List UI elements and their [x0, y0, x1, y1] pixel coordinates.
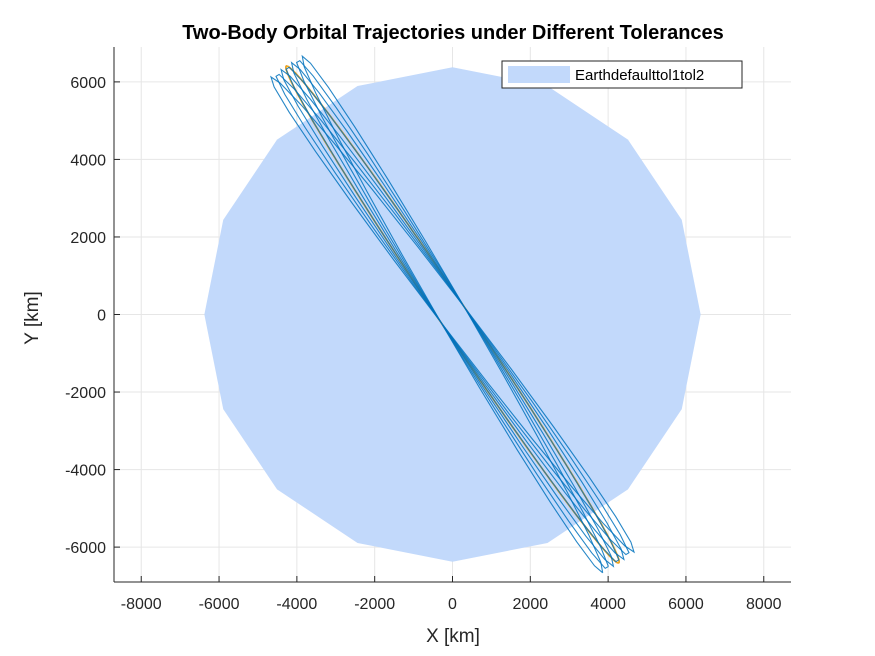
y-tick-label: -4000 — [65, 463, 106, 480]
earth-layer — [204, 67, 701, 562]
orbit-series-default — [285, 66, 620, 563]
x-tick-labels: -8000 -6000 -4000 -2000 0 2000 4000 6000 8000 — [121, 596, 782, 613]
orbit-series-default — [290, 61, 615, 568]
y-tick-labels: -6000 -4000 -2000 0 2000 4000 6000 — [65, 75, 106, 557]
x-tick-label: -8000 — [121, 596, 162, 613]
orbit-series-default — [301, 54, 604, 574]
legend-entry-label: Earthdefaulttol1tol2 — [575, 67, 704, 84]
y-tick-label: 6000 — [70, 75, 106, 92]
x-tick-label: 2000 — [513, 596, 549, 613]
x-tick-label: -6000 — [199, 596, 240, 613]
legend[interactable]: Earthdefaulttol1tol2 — [501, 60, 743, 89]
chart-title: Two-Body Orbital Trajectories under Diff… — [182, 22, 724, 44]
orbit-series-default — [270, 75, 635, 554]
x-tick-label: 6000 — [668, 596, 704, 613]
x-tick-label: -2000 — [354, 596, 395, 613]
legend-swatch-earth — [508, 66, 570, 83]
axes-frame — [113, 47, 791, 583]
earth-disk — [204, 67, 701, 562]
x-tick-label: -4000 — [276, 596, 317, 613]
series-layer — [270, 54, 635, 574]
orbit-series-default — [275, 73, 630, 556]
x-axis-label: X [km] — [426, 626, 480, 647]
x-tick-label: 4000 — [590, 596, 626, 613]
x-tick-label: 0 — [448, 596, 457, 613]
y-tick-label: 4000 — [70, 152, 106, 169]
y-tick-label: -2000 — [65, 385, 106, 402]
y-tick-label: -6000 — [65, 540, 106, 557]
y-axis-label: Y [km] — [22, 291, 43, 345]
x-tick-label: 8000 — [746, 596, 782, 613]
y-tick-label: 0 — [97, 308, 106, 325]
orbit-series-default — [295, 60, 609, 569]
y-tick-label: 2000 — [70, 230, 106, 247]
